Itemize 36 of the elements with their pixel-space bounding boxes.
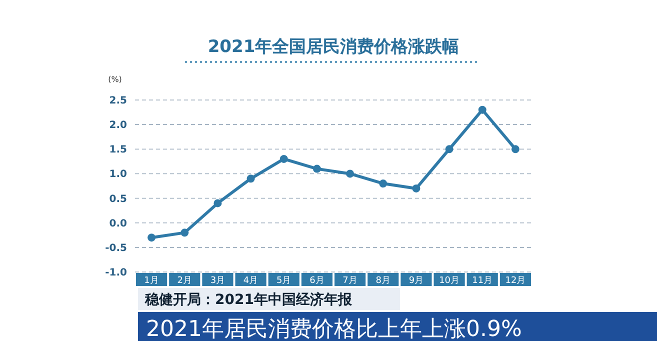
y-tick-label: 2.0 (109, 120, 128, 132)
x-tick-label: 7月 (342, 276, 358, 286)
y-axis-title: (%) (108, 75, 122, 84)
x-tick-label: 6月 (310, 276, 324, 286)
point (246, 174, 255, 183)
point (280, 154, 288, 163)
point (148, 234, 156, 242)
point (346, 170, 354, 178)
x-tick-label: 8月 (376, 276, 390, 286)
chart-title: 2021年全国居民消费价格涨跌幅 (208, 37, 460, 57)
y-tick-label: 1.0 (109, 169, 128, 180)
point (478, 106, 486, 114)
point (312, 164, 321, 173)
x-tick-label: 10月 (439, 276, 460, 286)
point (412, 184, 420, 192)
y-tick-label: 1.5 (109, 144, 128, 156)
x-tick-label: 4月 (243, 276, 258, 286)
text: 2021年居民消费价格比上年上涨0.9% (146, 317, 522, 341)
x-tick-label: 5月 (276, 276, 292, 286)
y-tick-label: -1.0 (105, 268, 128, 278)
y-tick-label: 0.5 (109, 194, 128, 205)
point (180, 228, 189, 237)
point (445, 145, 454, 154)
x-tick-label: 2月 (177, 276, 192, 286)
text: 稳健开局：2021年中国经济年报 (144, 291, 353, 308)
x-tick-label: 1月 (144, 276, 159, 286)
y-tick-label: -0.5 (105, 242, 128, 254)
point (214, 199, 222, 208)
x-tick-label: 11月 (472, 276, 493, 286)
x-tick-label: 9月 (408, 276, 424, 286)
y-tick-label: 2.5 (109, 96, 128, 106)
x-tick-label: 12月 (505, 276, 526, 286)
y-tick-label: 0.0 (109, 218, 128, 230)
point (379, 180, 388, 188)
point (511, 145, 520, 154)
x-tick-label: 3月 (210, 276, 226, 286)
